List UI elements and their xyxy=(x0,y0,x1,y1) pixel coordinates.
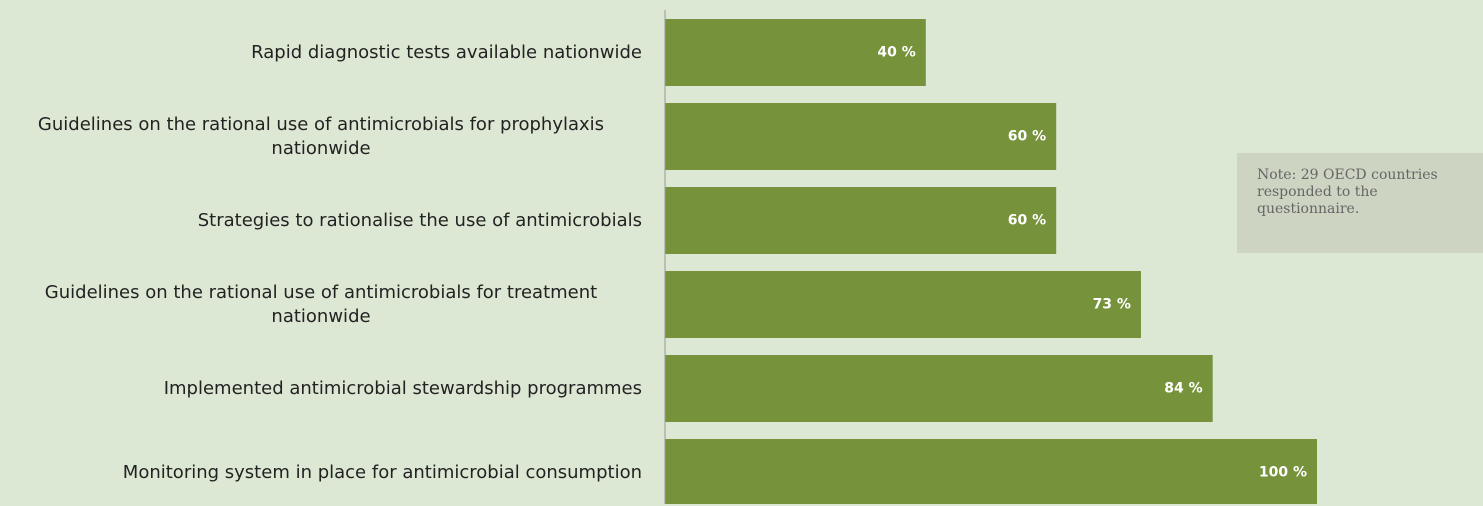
value-label: 84 % xyxy=(1164,381,1202,397)
category-label-box: Rapid diagnostic tests available nationw… xyxy=(0,19,642,86)
bar xyxy=(665,439,1317,504)
note: Note: 29 OECD countries responded to the… xyxy=(1237,153,1483,253)
category-label: Guidelines on the rational use of antimi… xyxy=(37,113,605,159)
category-label-box: Monitoring system in place for antimicro… xyxy=(0,439,642,506)
bar xyxy=(665,187,1057,254)
category-label: Strategies to rationalise the use of ant… xyxy=(197,209,642,231)
bar xyxy=(665,355,1213,422)
category-label: Rapid diagnostic tests available nationw… xyxy=(251,41,642,63)
bar xyxy=(665,103,1057,170)
value-label: 40 % xyxy=(877,45,915,61)
category-label: Monitoring system in place for antimicro… xyxy=(122,461,642,483)
category-label-box: Strategies to rationalise the use of ant… xyxy=(0,187,642,254)
category-label: Implemented antimicrobial stewardship pr… xyxy=(163,377,642,399)
bar xyxy=(665,271,1141,338)
category-label-box: Guidelines on the rational use of antimi… xyxy=(0,271,642,338)
category-label-box: Guidelines on the rational use of antimi… xyxy=(0,103,642,170)
value-label: 60 % xyxy=(1008,213,1046,229)
category-label-box: Implemented antimicrobial stewardship pr… xyxy=(0,355,642,422)
bar xyxy=(665,19,926,86)
category-label: Guidelines on the rational use of antimi… xyxy=(44,281,598,327)
value-label: 100 % xyxy=(1259,465,1307,481)
value-label: 60 % xyxy=(1008,129,1046,145)
value-label: 73 % xyxy=(1093,297,1131,313)
